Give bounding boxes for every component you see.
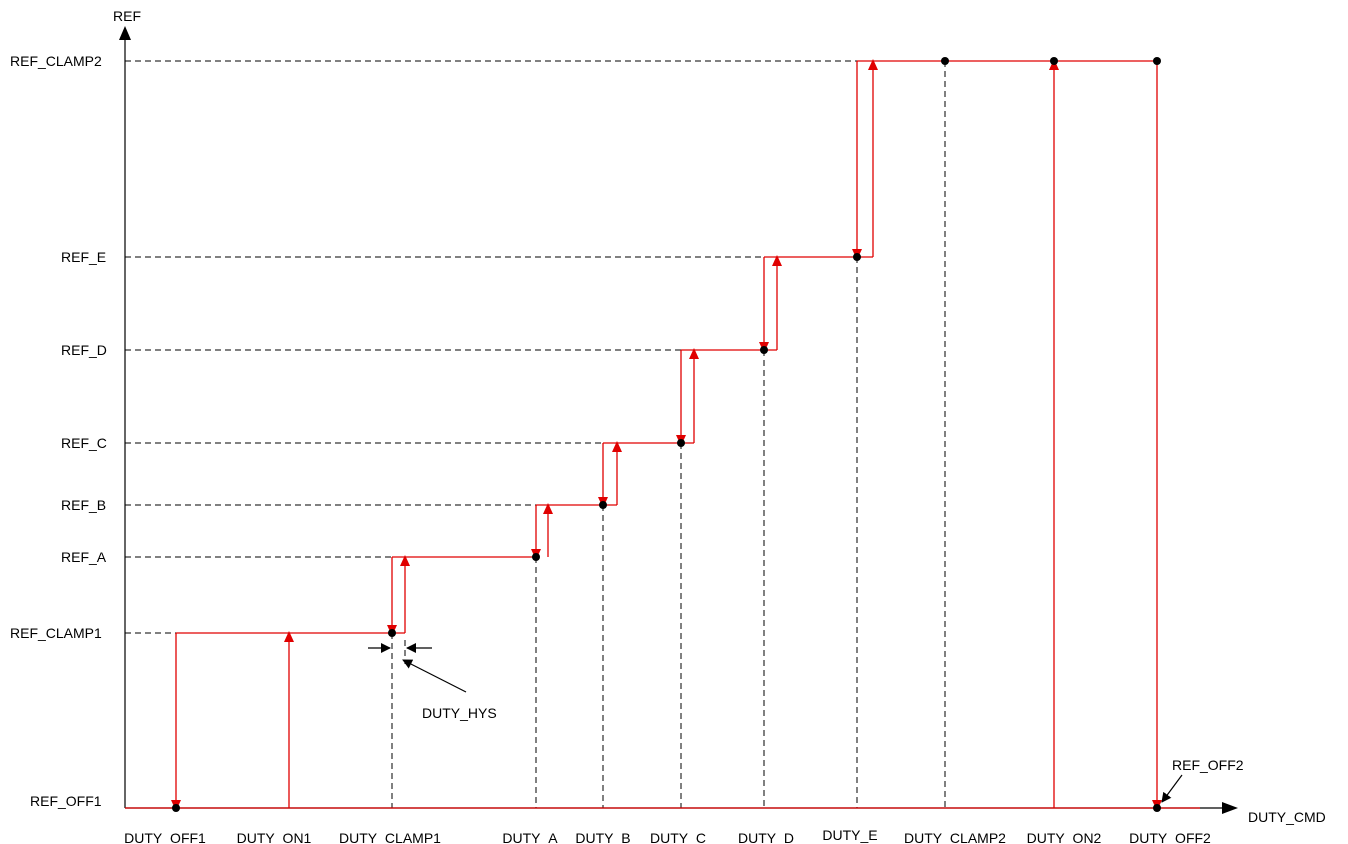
- label-duty-clamp2: DUTY_CLAMP2: [904, 830, 1006, 844]
- axes: REF DUTY_CMD: [113, 8, 1326, 825]
- ref-off2-annotation: REF_OFF2: [1161, 757, 1244, 803]
- x-point-labels: DUTY_OFF1 DUTY_ON1 DUTY_CLAMP1 DUTY_A DU…: [124, 827, 1211, 844]
- label-ref-e: REF_E: [61, 249, 106, 265]
- duty-hys-annotation: DUTY_HYS: [368, 640, 497, 721]
- y-axis-label: REF: [113, 8, 141, 24]
- point-b: [599, 501, 607, 509]
- label-duty-e: DUTY_E: [822, 827, 877, 843]
- curve-points: [172, 57, 1161, 812]
- label-duty-off2: DUTY_OFF2: [1129, 830, 1211, 844]
- label-ref-clamp2: REF_CLAMP2: [10, 53, 102, 69]
- y-level-labels: REF_CLAMP2 REF_E REF_D REF_C REF_B REF_A…: [10, 53, 107, 809]
- point-a: [532, 553, 540, 561]
- arrow-up-clamp1: [400, 555, 410, 566]
- point-clamp1: [388, 629, 396, 637]
- label-duty-on2: DUTY_ON2: [1027, 830, 1102, 844]
- label-duty-d: DUTY_D: [738, 830, 794, 844]
- arrow-up-d: [772, 255, 782, 266]
- x-axis-label: DUTY_CMD: [1248, 809, 1326, 825]
- label-duty-off1: DUTY_OFF1: [124, 830, 206, 844]
- arrow-up-b: [612, 441, 622, 452]
- hys-pointer: [402, 659, 467, 693]
- label-ref-b: REF_B: [61, 497, 106, 513]
- arrow-up-a: [543, 503, 553, 514]
- vertical-guides: [391, 61, 946, 808]
- point-on2: [1050, 57, 1058, 65]
- arrow-up-c: [689, 348, 699, 359]
- ref-off2-label: REF_OFF2: [1172, 757, 1244, 773]
- point-clamp2: [941, 57, 949, 65]
- label-duty-b: DUTY_B: [575, 830, 630, 844]
- label-duty-clamp1: DUTY_CLAMP1: [339, 830, 441, 844]
- horizontal-guides: [125, 60, 943, 634]
- ref-off2-pointer: [1161, 774, 1183, 803]
- point-off1: [172, 804, 180, 812]
- y-axis-arrowhead: [119, 26, 131, 40]
- point-e: [853, 253, 861, 261]
- point-c: [677, 439, 685, 447]
- point-clamp2-end: [1153, 57, 1161, 65]
- label-duty-c: DUTY_C: [650, 830, 706, 844]
- label-duty-on1: DUTY_ON1: [237, 830, 312, 844]
- x-axis-arrowhead: [1222, 802, 1238, 814]
- arrow-up-on1: [284, 631, 294, 642]
- label-ref-d: REF_D: [61, 342, 107, 358]
- label-duty-a: DUTY_A: [502, 830, 558, 844]
- label-ref-clamp1: REF_CLAMP1: [10, 625, 102, 641]
- arrow-up-e: [868, 59, 878, 70]
- point-off2: [1153, 804, 1161, 812]
- hysteresis-curve: [125, 59, 1200, 811]
- label-ref-c: REF_C: [61, 435, 107, 451]
- label-ref-a: REF_A: [61, 549, 107, 565]
- label-ref-off1: REF_OFF1: [30, 793, 102, 809]
- point-d: [760, 346, 768, 354]
- duty-hys-label: DUTY_HYS: [422, 705, 497, 721]
